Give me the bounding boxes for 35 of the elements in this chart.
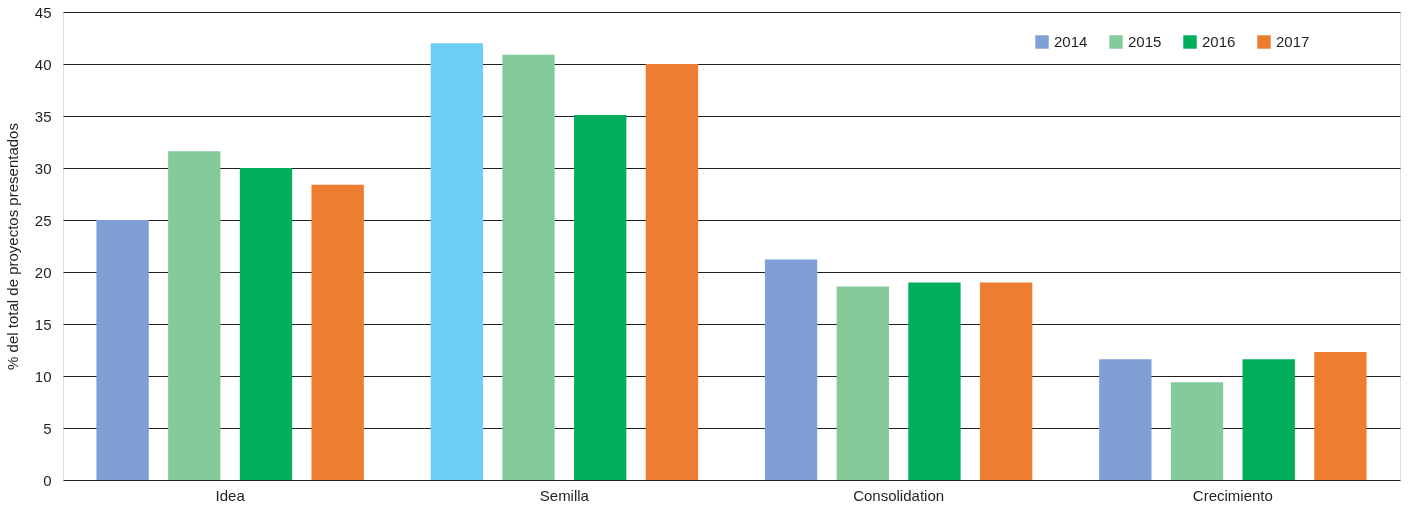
y-tick-label: 0	[43, 471, 52, 489]
y-tick-label: 40	[34, 55, 52, 73]
y-tick-label: 25	[34, 211, 52, 229]
legend-label: 2015	[1128, 33, 1162, 50]
y-axis-title: % del total de proyectos presentados	[3, 123, 21, 370]
x-tick-label: Semilla	[539, 486, 590, 504]
legend-label: 2014	[1054, 33, 1088, 50]
x-tick-label: Crecimiento	[1192, 486, 1273, 504]
bar	[1314, 352, 1367, 480]
bar	[574, 114, 627, 480]
x-tick-label: Idea	[215, 486, 246, 504]
legend-label: 2016	[1202, 33, 1236, 50]
bar	[836, 286, 889, 480]
bar	[239, 168, 293, 480]
y-tick-label: 20	[34, 263, 52, 281]
x-tick-label: Consolidation	[853, 486, 945, 504]
y-tick-label: 30	[34, 159, 52, 177]
bar	[645, 64, 699, 480]
bar	[96, 220, 149, 480]
bar	[1170, 382, 1224, 480]
bar	[764, 259, 818, 480]
legend-label: 2017	[1276, 33, 1310, 50]
y-tick-label: 35	[34, 107, 52, 125]
bar	[311, 184, 364, 480]
bar	[430, 43, 484, 480]
bar	[1242, 359, 1295, 480]
y-tick-label: 45	[34, 3, 52, 21]
bar	[908, 282, 961, 480]
bar	[502, 54, 555, 480]
y-tick-label: 10	[34, 367, 52, 385]
y-tick-label: 15	[34, 315, 52, 333]
bar	[168, 151, 221, 480]
bar	[1099, 359, 1152, 480]
y-tick-label: 5	[43, 419, 52, 437]
bar	[979, 282, 1033, 480]
